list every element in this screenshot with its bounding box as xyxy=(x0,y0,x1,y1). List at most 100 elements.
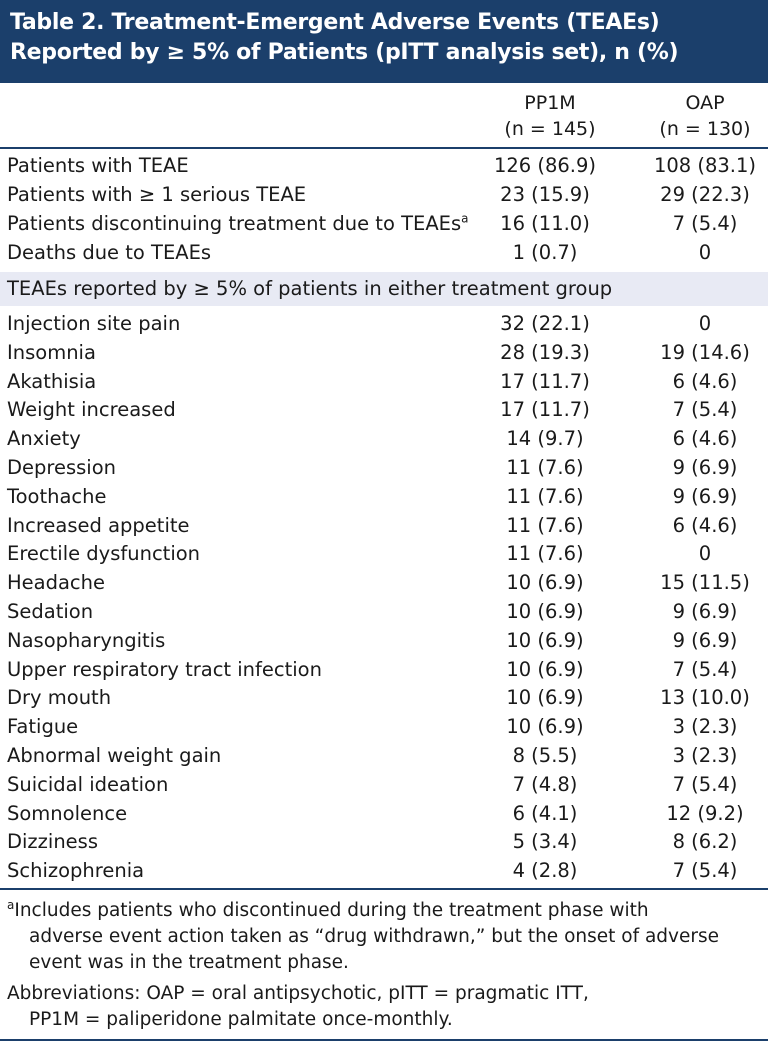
table-row: Upper respiratory tract infection 10 (6.9… xyxy=(0,655,768,684)
footnote-line-3: event was in the treatment phase. xyxy=(29,952,349,973)
oap-value: 9 (6.9) xyxy=(672,456,738,479)
pp1m-value: 11 (7.6) xyxy=(506,513,584,537)
oap-value: 9 (6.9) xyxy=(672,628,738,652)
footnote-marker: a xyxy=(461,211,469,226)
oap-value: 7 (5.4) xyxy=(672,212,738,235)
table-row: Headache 10 (6.9) 15 (11.5) xyxy=(0,568,768,597)
abbreviations-line-1: Abbreviations: OAP = oral antipsychotic,… xyxy=(7,983,589,1004)
row-label: Patients discontinuing treatment due to … xyxy=(7,211,469,235)
row-label: Deaths due to TEAEs xyxy=(7,241,212,264)
pp1m-value: 1 (0.7) xyxy=(512,241,578,264)
oap-value: 3 (2.3) xyxy=(672,715,738,739)
oap-value: 0 xyxy=(698,241,712,264)
table-row: Weight increased 17 (11.7) 7 (5.4) xyxy=(0,395,768,424)
pp1m-value: 10 (6.9) xyxy=(506,571,584,595)
table-row: Abnormal weight gain 8 (5.5) 3 (2.3) xyxy=(0,741,768,770)
row-label: Fatigue xyxy=(7,715,79,739)
table-row: Injection site pain 32 (22.1) 0 xyxy=(0,309,768,338)
oap-value: 29 (22.3) xyxy=(660,183,750,206)
column-header-pp1m: PP1M (n = 145) xyxy=(495,90,605,142)
table-row: Insomnia 28 (19.3) 19 (14.6) xyxy=(0,338,768,367)
oap-value: 7 (5.4) xyxy=(672,398,738,422)
section-header: TEAEs reported by ≥ 5% of patients in ei… xyxy=(0,272,768,306)
table-row: Deaths due to TEAEs 1 (0.7) 0 xyxy=(0,238,768,267)
column-header-oap: OAP (n = 130) xyxy=(650,90,760,142)
pp1m-value: 23 (15.9) xyxy=(500,183,590,206)
oap-value: 7 (5.4) xyxy=(672,657,738,681)
oap-value: 7 (5.4) xyxy=(672,859,738,883)
oap-value: 6 (4.6) xyxy=(672,513,738,537)
footnote-line-1: Includes patients who discontinued durin… xyxy=(14,900,649,921)
row-label: Somnolence xyxy=(7,801,128,825)
row-label: Suicidal ideation xyxy=(7,772,169,796)
column-name: PP1M xyxy=(524,92,576,114)
table-row: Depression 11 (7.6) 9 (6.9) xyxy=(0,453,768,482)
row-label: Abnormal weight gain xyxy=(7,744,222,767)
footnote-line-2: adverse event action taken as “drug with… xyxy=(29,926,720,947)
pp1m-value: 10 (6.9) xyxy=(506,686,584,710)
pp1m-value: 28 (19.3) xyxy=(500,340,590,364)
table-row: Patients with TEAE 126 (86.9) 108 (83.1) xyxy=(0,151,768,180)
pp1m-value: 6 (4.1) xyxy=(512,801,578,825)
pp1m-value: 5 (3.4) xyxy=(512,830,578,854)
table-bottom-rule xyxy=(0,888,768,890)
row-label: Sedation xyxy=(7,600,94,623)
row-label: Akathisia xyxy=(7,369,97,393)
oap-value: 3 (2.3) xyxy=(672,744,738,767)
title-line-2: Reported by ≥ 5% of Patients (pITT analy… xyxy=(10,40,679,65)
row-label: Dry mouth xyxy=(7,686,112,710)
pp1m-value: 14 (9.7) xyxy=(506,427,584,451)
pp1m-value: 7 (4.8) xyxy=(512,772,578,796)
oap-value: 9 (6.9) xyxy=(672,484,738,508)
table-row: Nasopharyngitis 10 (6.9) 9 (6.9) xyxy=(0,626,768,655)
footnote-marker: a xyxy=(7,897,15,912)
oap-value: 19 (14.6) xyxy=(660,340,750,364)
table-row: Somnolence 6 (4.1) 12 (9.2) xyxy=(0,799,768,828)
pp1m-value: 4 (2.8) xyxy=(512,859,578,883)
table-row: Toothache 11 (7.6) 9 (6.9) xyxy=(0,482,768,511)
row-label: Insomnia xyxy=(7,340,96,364)
table-row: Erectile dysfunction 11 (7.6) 0 xyxy=(0,539,768,568)
page-bottom-rule xyxy=(0,1039,768,1041)
pp1m-value: 17 (11.7) xyxy=(500,369,590,393)
row-label: Injection site pain xyxy=(7,312,181,335)
pp1m-value: 11 (7.6) xyxy=(506,542,584,566)
row-label: Dizziness xyxy=(7,830,98,854)
row-label: Nasopharyngitis xyxy=(7,628,166,652)
table-row: Dry mouth 10 (6.9) 13 (10.0) xyxy=(0,683,768,712)
oap-value: 0 xyxy=(698,542,712,566)
oap-value: 0 xyxy=(698,312,712,335)
abbreviations: Abbreviations: OAP = oral antipsychotic,… xyxy=(7,981,762,1033)
row-label: Anxiety xyxy=(7,427,81,451)
pp1m-value: 8 (5.5) xyxy=(512,744,578,767)
table-row: Patients with ≥ 1 serious TEAE 23 (15.9) 2… xyxy=(0,180,768,209)
oap-value: 8 (6.2) xyxy=(672,830,738,854)
pp1m-value: 10 (6.9) xyxy=(506,628,584,652)
row-label: Patients with ≥ 1 serious TEAE xyxy=(7,183,307,206)
table-row: Dizziness 5 (3.4) 8 (6.2) xyxy=(0,827,768,856)
pp1m-value: 10 (6.9) xyxy=(506,600,584,623)
table-row: Increased appetite 11 (7.6) 6 (4.6) xyxy=(0,511,768,540)
pp1m-value: 11 (7.6) xyxy=(506,484,584,508)
pp1m-value: 10 (6.9) xyxy=(506,657,584,681)
row-label: Erectile dysfunction xyxy=(7,542,201,566)
column-name: OAP xyxy=(685,92,725,114)
column-n: (n = 130) xyxy=(659,118,751,140)
oap-value: 7 (5.4) xyxy=(672,772,738,796)
section-label: TEAEs reported by ≥ 5% of patients in ei… xyxy=(7,277,613,300)
oap-value: 15 (11.5) xyxy=(660,571,750,595)
pp1m-value: 16 (11.0) xyxy=(500,212,590,235)
oap-value: 12 (9.2) xyxy=(666,801,744,825)
table-row: Fatigue 10 (6.9) 3 (2.3) xyxy=(0,712,768,741)
title-line-1: Table 2. Treatment-Emergent Adverse Even… xyxy=(10,10,660,35)
row-label: Upper respiratory tract infection xyxy=(7,657,322,681)
oap-value: 6 (4.6) xyxy=(672,427,738,451)
pp1m-value: 126 (86.9) xyxy=(493,154,597,177)
pp1m-value: 17 (11.7) xyxy=(500,398,590,422)
column-n: (n = 145) xyxy=(504,118,596,140)
abbreviations-line-2: PP1M = paliperidone palmitate once-month… xyxy=(29,1009,453,1030)
table-row: Schizophrenia 4 (2.8) 7 (5.4) xyxy=(0,856,768,885)
table-row: Sedation 10 (6.9) 9 (6.9) xyxy=(0,597,768,626)
table-row: Patients discontinuing treatment due to … xyxy=(0,209,768,238)
pp1m-value: 10 (6.9) xyxy=(506,715,584,739)
